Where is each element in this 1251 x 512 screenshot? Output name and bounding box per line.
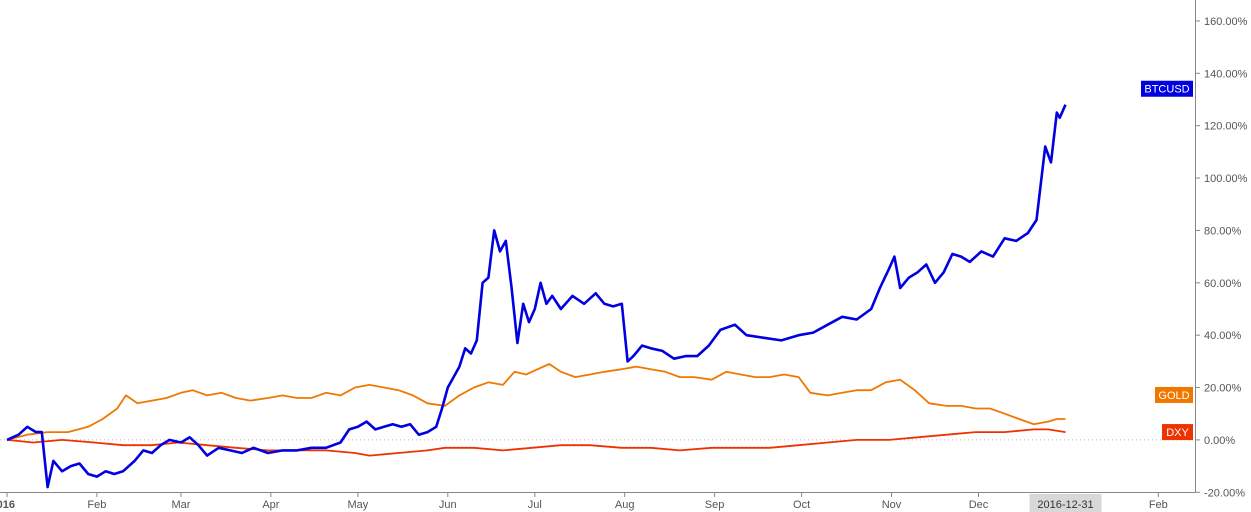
series-line-gold[interactable] [6,363,1066,441]
x-tick-label: Sep [705,499,725,511]
series-tags: BTCUSD GOLD DXY [1141,80,1193,441]
y-tick-label: 60.00% [1204,278,1242,290]
x-selected-badge [1029,494,1102,512]
x-axis: 2016 Feb Mar Apr May Jun Jul Aug Sep Oct Nov Dec Feb… [0,492,1195,512]
y-tick-label: 20.00% [1204,383,1242,395]
x-tick-label: Feb [87,499,106,511]
x-tick-label: Nov [882,499,902,511]
x-tick-label: Jun [439,499,457,511]
y-axis: -20.00% 0.00% 20.00% 40.00% 60.00% 80.00% 100.… [1195,0,1248,499]
y-tick-label: 160.00% [1204,16,1248,28]
series-line-btcusd[interactable] [6,104,1067,489]
x-tick-label: Oct [793,499,810,511]
y-tick-label: -20.00% [1204,487,1245,499]
y-tick-label: 140.00% [1204,68,1248,80]
y-tick-label: 0.00% [1204,435,1235,447]
x-selected-label: 2016-12-31 [1037,499,1093,511]
series-tag-btcusd [1141,80,1193,97]
series-line-dxy[interactable] [6,428,1066,457]
series-tag-gold [1155,386,1193,403]
y-tick-label: 120.00% [1204,121,1248,133]
x-tick-label: Aug [615,499,635,511]
x-tick-label: Mar [172,499,191,511]
x-tick-label: Feb [1149,499,1168,511]
x-tick-label: Jul [528,499,542,511]
series-tag-label: GOLD [1158,390,1189,402]
y-tick-label: 40.00% [1204,330,1242,342]
series-tag-label: DXY [1166,427,1189,439]
y-tick-label: 100.00% [1204,173,1248,185]
series-layer[interactable] [6,104,1067,489]
series-tag-dxy [1162,424,1193,441]
y-tick-label: 80.00% [1204,225,1242,237]
x-tick-label: Dec [969,499,989,511]
x-tick-label: Apr [262,499,279,511]
series-tag-label: BTCUSD [1144,84,1189,96]
x-tick-label: 2016 [0,499,15,511]
x-tick-label: May [348,499,369,511]
